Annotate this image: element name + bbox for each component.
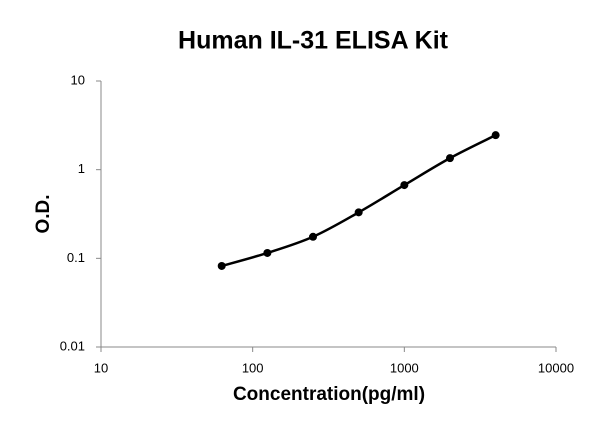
curve — [221, 134, 497, 268]
point — [263, 248, 272, 257]
x-tick-label: 10 — [94, 360, 108, 375]
x-tick-label: 1000 — [390, 360, 419, 375]
point — [400, 181, 409, 190]
point — [491, 131, 500, 140]
point — [309, 232, 318, 241]
x-tick-label: 100 — [242, 360, 264, 375]
y-tick-label: 0.1 — [67, 250, 85, 265]
y-tick-label: 10 — [71, 72, 85, 87]
y-axis-label: O.D. — [33, 194, 54, 233]
x-tick-label: 10000 — [538, 360, 574, 375]
point — [445, 154, 454, 163]
point — [217, 261, 226, 270]
chart-title: Human IL-31 ELISA Kit — [178, 27, 449, 55]
y-tick-label: 0.01 — [60, 338, 85, 353]
y-tick-label: 1 — [78, 161, 85, 176]
x-axis-label: Concentration(pg/ml) — [233, 384, 425, 405]
point — [354, 208, 363, 217]
